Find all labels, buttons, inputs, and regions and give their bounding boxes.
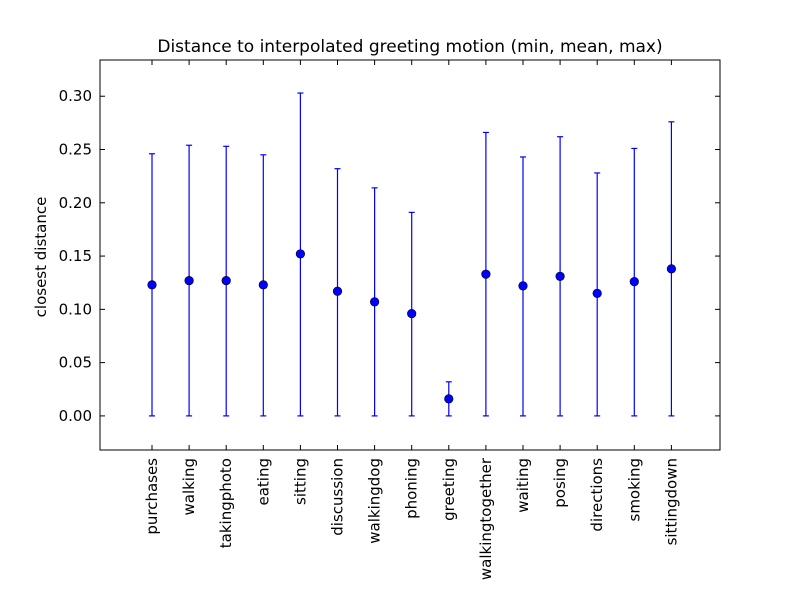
x-tick-label: purchases — [143, 458, 161, 535]
x-tick-label: walkingdog — [366, 458, 384, 544]
x-tick-label: greeting — [440, 458, 458, 521]
mean-point-purchases — [147, 280, 157, 290]
mean-points — [147, 249, 677, 404]
y-tick-label: 0.10 — [59, 300, 92, 318]
y-tick-label: 0.30 — [59, 87, 92, 105]
y-tick-label: 0.25 — [59, 141, 92, 159]
mean-point-waiting — [518, 281, 528, 291]
mean-point-walking — [184, 275, 194, 286]
x-tick-label: directions — [588, 458, 606, 532]
x-tick-label: smoking — [625, 458, 643, 522]
error-bars — [149, 92, 675, 417]
plot-area-frame — [99, 59, 721, 451]
y-tick-label: 0.05 — [59, 354, 92, 372]
x-tick-label: eating — [254, 458, 272, 506]
mean-point-discussion — [332, 286, 343, 296]
mean-point-phoning — [407, 309, 417, 319]
mean-point-walkingdog — [370, 297, 380, 307]
x-tick-label: sittingdown — [662, 458, 680, 545]
y-tick-label: 0.20 — [59, 194, 92, 212]
x-tick-label: discussion — [329, 458, 347, 536]
x-tick-label: walking — [180, 458, 198, 516]
chart-title: Distance to interpolated greeting motion… — [157, 37, 662, 57]
mean-point-sitting — [295, 249, 306, 259]
mean-point-walkingtogether — [481, 269, 491, 279]
x-tick-label: sitting — [291, 458, 309, 505]
y-axis-label: closest distance — [32, 197, 50, 318]
mean-point-directions — [592, 288, 602, 298]
x-tick-label: waiting — [514, 458, 532, 513]
y-tick-label: 0.15 — [59, 247, 92, 265]
x-tick-label: posing — [551, 458, 569, 508]
x-tick-label: takingphoto — [217, 458, 235, 548]
axis-ticks: 0.00 0.05 0.10 0.15 0.20 0.25 0.30 purchases wal… — [59, 60, 720, 580]
mean-point-takingphoto — [221, 275, 231, 286]
x-tick-label: phoning — [403, 458, 421, 519]
mean-point-sittingdown — [666, 264, 677, 274]
x-tick-label: walkingtogether — [477, 457, 495, 580]
mean-point-eating — [258, 280, 268, 290]
y-tick-label: 0.00 — [59, 407, 92, 425]
mean-point-smoking — [629, 277, 639, 287]
mean-point-posing — [555, 271, 565, 281]
mean-point-greeting — [444, 394, 454, 404]
